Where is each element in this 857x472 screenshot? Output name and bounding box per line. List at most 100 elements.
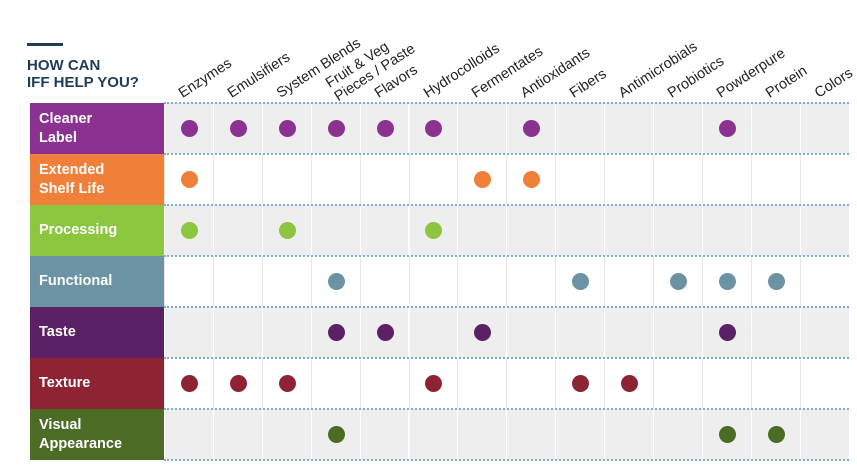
row-label-line: Extended xyxy=(39,161,105,178)
matrix-cell xyxy=(506,358,556,409)
column-label-line: Fibers xyxy=(567,66,610,102)
heading-rule xyxy=(27,43,63,46)
row-label-line: Label xyxy=(39,129,77,146)
capability-dot xyxy=(327,426,345,443)
capability-dot xyxy=(621,375,639,392)
matrix-cell xyxy=(310,307,360,358)
capability-dot xyxy=(767,273,785,290)
matrix-cell xyxy=(799,103,849,154)
row-divider xyxy=(164,459,849,461)
title-line-2: IFF HELP YOU? xyxy=(27,74,139,91)
matrix-cell xyxy=(164,358,213,409)
row-label: Functional xyxy=(30,256,164,307)
capability-dot xyxy=(278,120,296,137)
matrix-cell xyxy=(701,205,751,256)
matrix-cell xyxy=(653,154,702,205)
matrix-cell xyxy=(310,205,360,256)
matrix-cell xyxy=(408,409,458,460)
page-title: HOW CAN IFF HELP YOU? xyxy=(27,57,167,91)
matrix-cell xyxy=(555,307,605,358)
matrix-cell xyxy=(164,307,213,358)
matrix-cell xyxy=(164,256,213,307)
matrix-cell xyxy=(604,409,653,460)
matrix-cell xyxy=(261,256,311,307)
matrix-cell xyxy=(261,205,311,256)
matrix-cell xyxy=(701,358,751,409)
matrix-row: Cleaner Label xyxy=(30,103,849,154)
matrix-cell xyxy=(799,409,849,460)
matrix-cell xyxy=(750,409,800,460)
matrix-cell xyxy=(212,205,262,256)
matrix-cell xyxy=(555,358,605,409)
matrix-cell xyxy=(750,103,800,154)
capability-dot xyxy=(229,375,247,392)
matrix-cell xyxy=(310,256,360,307)
matrix-cell xyxy=(408,358,458,409)
matrix-cell xyxy=(310,103,360,154)
capability-dot xyxy=(180,171,198,188)
row-divider xyxy=(164,204,849,206)
row-label-line: Visual xyxy=(39,416,82,433)
row-label: Visual Appearance xyxy=(30,409,164,460)
capability-dot xyxy=(376,324,394,341)
capability-dot xyxy=(180,222,198,239)
row-label-line: Processing xyxy=(39,222,118,238)
row-label-line: Functional xyxy=(39,273,113,289)
matrix-row: Taste xyxy=(30,307,849,358)
matrix-cell xyxy=(164,103,213,154)
matrix-cell xyxy=(212,307,262,358)
matrix-cell xyxy=(212,256,262,307)
capability-dot xyxy=(327,120,345,137)
matrix-cell xyxy=(653,358,702,409)
matrix-cell xyxy=(408,103,458,154)
matrix-cell xyxy=(164,154,213,205)
matrix-cell xyxy=(799,154,849,205)
capability-dot xyxy=(669,273,687,290)
capability-dot xyxy=(327,273,345,290)
matrix-cell xyxy=(750,154,800,205)
matrix-cell xyxy=(359,307,409,358)
matrix-cell xyxy=(457,103,507,154)
capability-dot xyxy=(229,120,247,137)
matrix-cell xyxy=(359,256,409,307)
matrix-row: Processing xyxy=(30,205,849,256)
matrix-cell xyxy=(653,205,702,256)
matrix-row: Texture xyxy=(30,358,849,409)
row-divider xyxy=(164,357,849,359)
capability-dot xyxy=(718,273,736,290)
matrix-cell xyxy=(310,154,360,205)
matrix-cell xyxy=(310,358,360,409)
column-label-line: Enzymes xyxy=(176,55,235,102)
matrix-cell xyxy=(799,205,849,256)
capability-dot xyxy=(572,375,590,392)
row-label-line: Shelf Life xyxy=(39,180,105,197)
matrix-cell xyxy=(750,256,800,307)
capability-dot xyxy=(572,273,590,290)
matrix-cell xyxy=(164,409,213,460)
capability-dot xyxy=(767,426,785,443)
capability-dot xyxy=(376,120,394,137)
matrix-cell xyxy=(408,205,458,256)
matrix-cell xyxy=(359,358,409,409)
matrix-cell xyxy=(506,307,556,358)
capability-dot xyxy=(523,171,541,188)
matrix-cell xyxy=(653,307,702,358)
row-divider xyxy=(164,153,849,155)
matrix-cell xyxy=(555,205,605,256)
capability-dot xyxy=(278,222,296,239)
row-label: Extended Shelf Life xyxy=(30,154,164,205)
matrix-cell xyxy=(604,103,653,154)
matrix-cell xyxy=(408,307,458,358)
matrix-cell xyxy=(604,205,653,256)
matrix-row: Extended Shelf Life xyxy=(30,154,849,205)
matrix-cell xyxy=(212,358,262,409)
capability-dot xyxy=(474,171,492,188)
matrix-cell xyxy=(799,358,849,409)
matrix-cell xyxy=(506,154,556,205)
matrix-cell xyxy=(457,154,507,205)
matrix-cell xyxy=(359,409,409,460)
matrix-cell xyxy=(799,307,849,358)
matrix-cell xyxy=(604,358,653,409)
matrix-cell xyxy=(506,409,556,460)
matrix-cell xyxy=(457,205,507,256)
